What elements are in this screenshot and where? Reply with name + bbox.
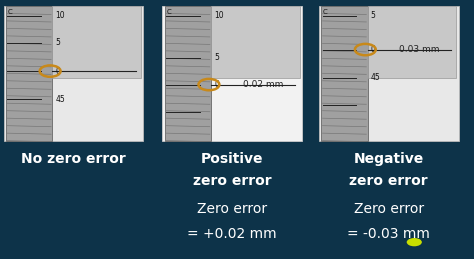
Text: zero error: zero error — [349, 174, 428, 188]
FancyBboxPatch shape — [319, 6, 459, 141]
Text: C: C — [8, 9, 13, 15]
Bar — [321, 6, 368, 141]
Text: C: C — [167, 9, 172, 15]
Text: 0.03 mm: 0.03 mm — [399, 45, 440, 54]
Text: 45: 45 — [371, 73, 380, 82]
Text: 5: 5 — [55, 38, 60, 47]
Text: Zero error: Zero error — [354, 202, 424, 216]
Text: 5: 5 — [214, 53, 219, 62]
Text: 10: 10 — [214, 11, 224, 20]
Text: No zero error: No zero error — [21, 152, 126, 166]
Text: 45: 45 — [55, 95, 65, 104]
Text: Zero error: Zero error — [197, 202, 267, 216]
Text: Positive: Positive — [201, 152, 264, 166]
Text: 10: 10 — [55, 11, 65, 20]
Text: C: C — [323, 9, 328, 15]
Circle shape — [407, 238, 422, 246]
Text: zero error: zero error — [193, 174, 272, 188]
FancyBboxPatch shape — [4, 6, 143, 141]
FancyBboxPatch shape — [162, 6, 302, 141]
Bar — [368, 6, 456, 78]
Text: = +0.02 mm: = +0.02 mm — [187, 227, 277, 241]
Text: = -0.03 mm: = -0.03 mm — [347, 227, 430, 241]
Bar — [6, 6, 53, 141]
Text: 0: 0 — [371, 45, 375, 54]
Bar — [53, 6, 141, 78]
Text: 0: 0 — [214, 80, 219, 89]
Text: Negative: Negative — [354, 152, 424, 166]
Text: 0: 0 — [55, 67, 60, 76]
Text: 5: 5 — [371, 11, 375, 20]
Bar — [211, 6, 300, 78]
Bar — [165, 6, 211, 141]
Text: 0.02 mm: 0.02 mm — [243, 80, 283, 89]
